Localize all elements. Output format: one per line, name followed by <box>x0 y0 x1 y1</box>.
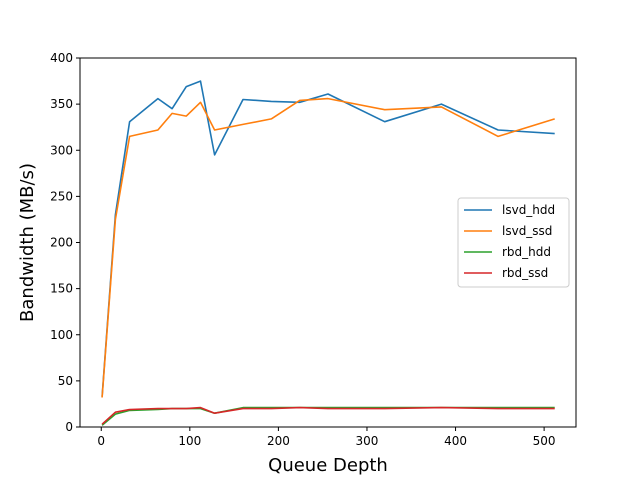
legend-box <box>457 197 570 288</box>
x-tick-label: 200 <box>267 434 290 448</box>
legend-label-rbd_ssd: rbd_ssd <box>502 266 548 280</box>
series-line-lsvd_ssd <box>101 97 555 398</box>
y-tick-label: 300 <box>50 143 73 157</box>
y-tick-label: 150 <box>50 282 73 296</box>
y-tick-label: 250 <box>50 189 73 203</box>
legend: lsvd_hdd lsvd_ssd rbd_hdd rbd_ssd <box>457 197 570 288</box>
x-tick-label: 100 <box>178 434 201 448</box>
y-tick-label: 350 <box>50 97 73 111</box>
legend-label-rbd_hdd: rbd_hdd <box>502 245 551 259</box>
x-tick-label: 400 <box>444 434 467 448</box>
x-tick-label: 300 <box>356 434 379 448</box>
legend-label-lsvd_hdd: lsvd_hdd <box>502 203 555 217</box>
y-tick-label: 100 <box>50 328 73 342</box>
x-tick-label: 500 <box>533 434 556 448</box>
legend-label-lsvd_ssd: lsvd_ssd <box>502 224 552 238</box>
series-line-rbd_hdd <box>101 406 555 426</box>
y-tick-label: 0 <box>65 420 73 434</box>
y-axis-title: Bandwidth (MB/s) <box>17 163 38 322</box>
series-layer <box>101 80 555 426</box>
y-tick-label: 200 <box>50 236 73 250</box>
ticks-layer: 0 100 200 300 400 500 0 50 100 150 200 250 300 350 400 <box>50 51 555 448</box>
series-line-rbd_ssd <box>101 406 555 425</box>
x-axis-title: Queue Depth <box>268 455 388 476</box>
y-tick-label: 400 <box>50 51 73 65</box>
y-tick-label: 50 <box>58 374 73 388</box>
x-tick-label: 0 <box>97 434 105 448</box>
